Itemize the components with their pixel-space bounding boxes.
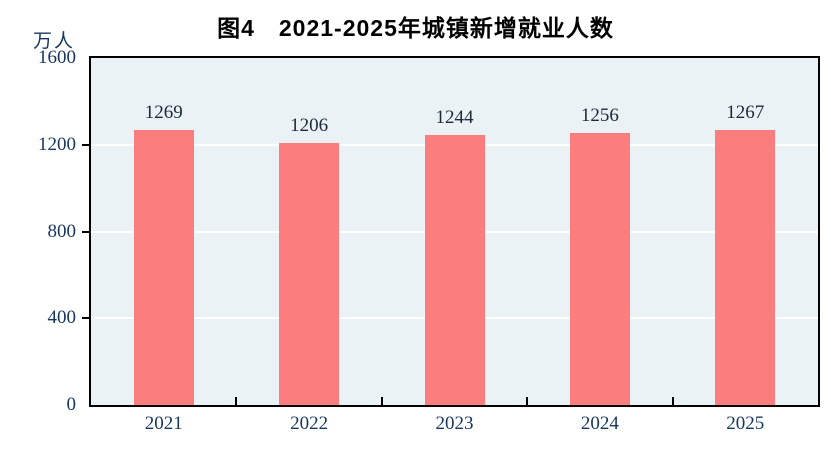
y-axis-tick-label-400: 400: [47, 307, 77, 329]
x-axis-tick-2: [380, 397, 383, 405]
y-axis-tick-label-800: 800: [47, 220, 77, 242]
x-axis-label-2021: 2021: [144, 413, 183, 434]
plot-area: 1269 1206 1244 1256 1267: [89, 56, 820, 407]
x-axis-tick-1: [235, 397, 238, 405]
y-axis-unit-label: 万人: [33, 31, 76, 52]
x-axis-tick-3: [526, 397, 529, 405]
bar-2021: [133, 129, 194, 405]
y-axis-tick-800: [82, 230, 89, 233]
y-axis-tick-400: [82, 317, 89, 320]
bar-value-label-2024: 1256: [580, 104, 619, 126]
x-axis-label-2024: 2024: [580, 413, 619, 434]
y-axis-tick-label-1200: 1200: [38, 133, 76, 155]
x-axis-label-2023: 2023: [435, 413, 474, 434]
y-axis-tick-label-0: 0: [66, 394, 77, 415]
chart-title: 图4 2021-2025年城镇新增就业人数: [217, 15, 614, 41]
y-axis-tick-1200: [82, 143, 89, 146]
y-axis-tick-label-1600: 1600: [38, 47, 76, 68]
bar-value-label-2025: 1267: [726, 102, 765, 124]
bar-2022: [279, 143, 340, 405]
x-axis-tick-4: [671, 397, 674, 405]
bar-value-label-2023: 1244: [435, 107, 474, 129]
bar-2025: [715, 130, 776, 405]
bar-value-label-2021: 1269: [144, 101, 183, 123]
bar-value-label-2022: 1206: [290, 115, 329, 137]
x-axis-label-2022: 2022: [290, 413, 329, 434]
x-axis-label-2025: 2025: [726, 413, 765, 434]
bar-2023: [424, 135, 485, 405]
bar-2024: [569, 132, 630, 405]
